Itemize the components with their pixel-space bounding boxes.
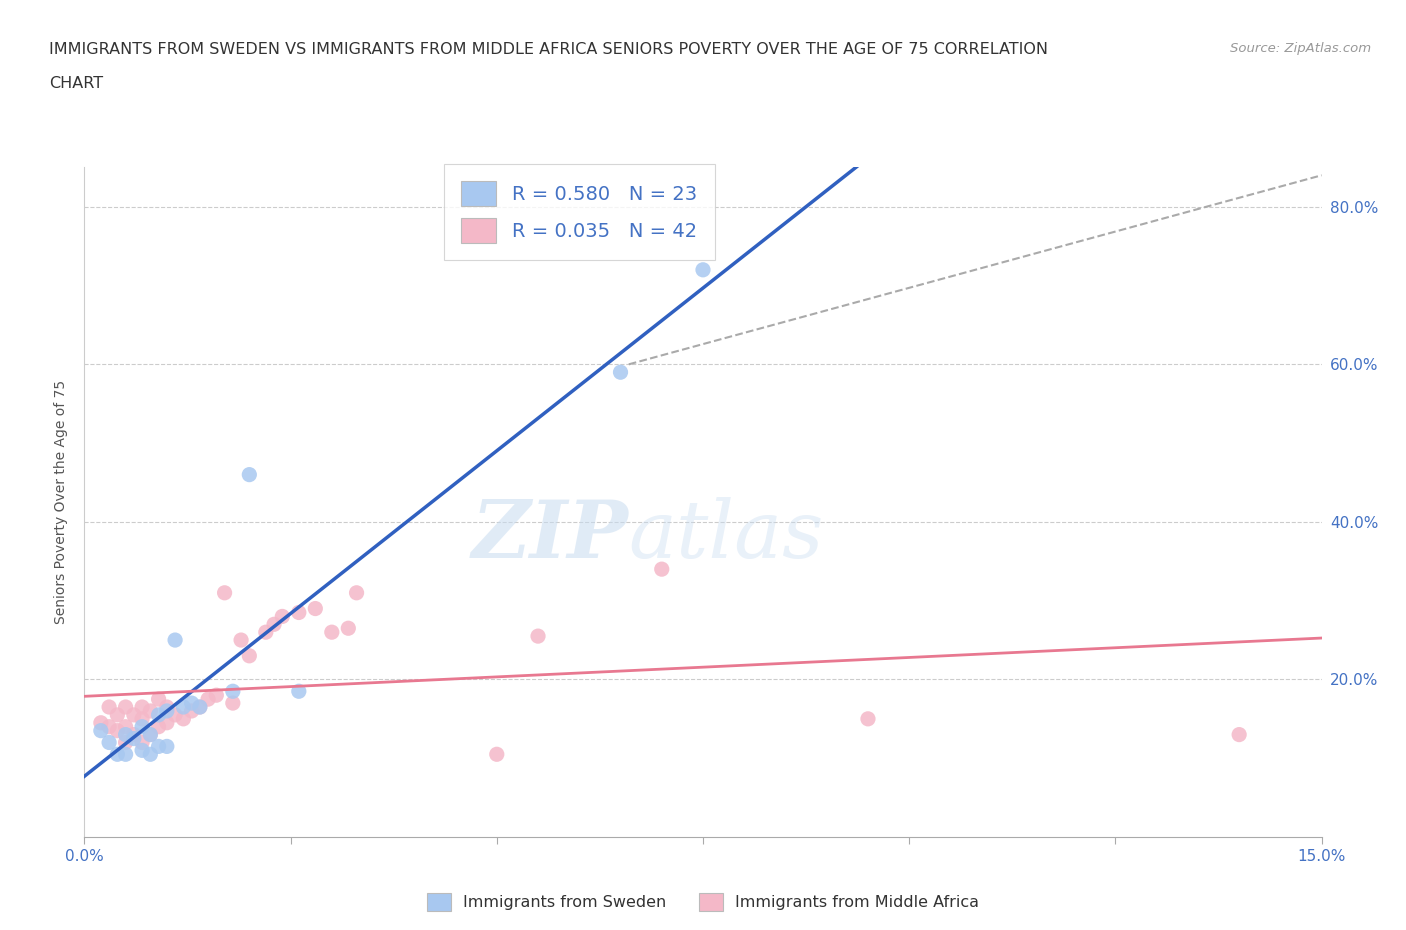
Point [856, 711, 879, 726]
Point [105, 724, 128, 738]
Point [148, 739, 170, 754]
Point [139, 747, 162, 762]
Point [1227, 727, 1250, 742]
Y-axis label: Seniors Poverty Over the Age of 75: Seniors Poverty Over the Age of 75 [55, 380, 69, 624]
Point [148, 719, 170, 734]
Point [114, 719, 136, 734]
Point [238, 467, 260, 482]
Point [131, 743, 153, 758]
Point [114, 747, 136, 762]
Point [139, 727, 162, 742]
Point [180, 696, 202, 711]
Legend: Immigrants from Sweden, Immigrants from Middle Africa: Immigrants from Sweden, Immigrants from … [420, 886, 986, 917]
Point [90, 715, 112, 730]
Point [156, 703, 179, 718]
Point [156, 715, 179, 730]
Point [156, 739, 179, 754]
Point [114, 727, 136, 742]
Point [105, 747, 128, 762]
Point [304, 601, 326, 616]
Point [222, 684, 245, 698]
Point [122, 708, 145, 723]
Point [165, 708, 187, 723]
Point [131, 711, 153, 726]
Point [122, 727, 145, 742]
Point [122, 731, 145, 746]
Point [229, 632, 252, 647]
Point [114, 699, 136, 714]
Point [131, 735, 153, 750]
Text: IMMIGRANTS FROM SWEDEN VS IMMIGRANTS FROM MIDDLE AFRICA SENIORS POVERTY OVER THE: IMMIGRANTS FROM SWEDEN VS IMMIGRANTS FRO… [49, 42, 1049, 57]
Point [651, 562, 673, 577]
Text: CHART: CHART [49, 76, 103, 91]
Point [148, 708, 170, 723]
Point [114, 735, 136, 750]
Point [180, 703, 202, 718]
Point [321, 625, 343, 640]
Point [288, 605, 311, 620]
Point [609, 365, 631, 379]
Point [98, 719, 121, 734]
Point [172, 699, 194, 714]
Point [165, 632, 187, 647]
Point [254, 625, 277, 640]
Point [346, 585, 368, 600]
Point [139, 703, 162, 718]
Point [197, 692, 219, 707]
Point [205, 688, 228, 703]
Point [692, 262, 714, 277]
Text: ZIP: ZIP [472, 497, 628, 575]
Point [222, 696, 245, 711]
Legend: R = 0.580   N = 23, R = 0.035   N = 42: R = 0.580 N = 23, R = 0.035 N = 42 [444, 164, 714, 260]
Point [288, 684, 311, 698]
Text: atlas: atlas [628, 497, 824, 575]
Point [139, 727, 162, 742]
Point [188, 699, 211, 714]
Point [156, 699, 179, 714]
Point [105, 708, 128, 723]
Point [271, 609, 294, 624]
Text: Source: ZipAtlas.com: Source: ZipAtlas.com [1230, 42, 1371, 55]
Point [98, 735, 121, 750]
Point [485, 747, 508, 762]
Point [263, 617, 285, 631]
Point [131, 719, 153, 734]
Point [188, 699, 211, 714]
Point [131, 699, 153, 714]
Point [337, 621, 360, 636]
Point [98, 699, 121, 714]
Point [172, 711, 194, 726]
Point [148, 692, 170, 707]
Point [527, 629, 550, 644]
Point [90, 724, 112, 738]
Point [238, 648, 260, 663]
Point [214, 585, 236, 600]
